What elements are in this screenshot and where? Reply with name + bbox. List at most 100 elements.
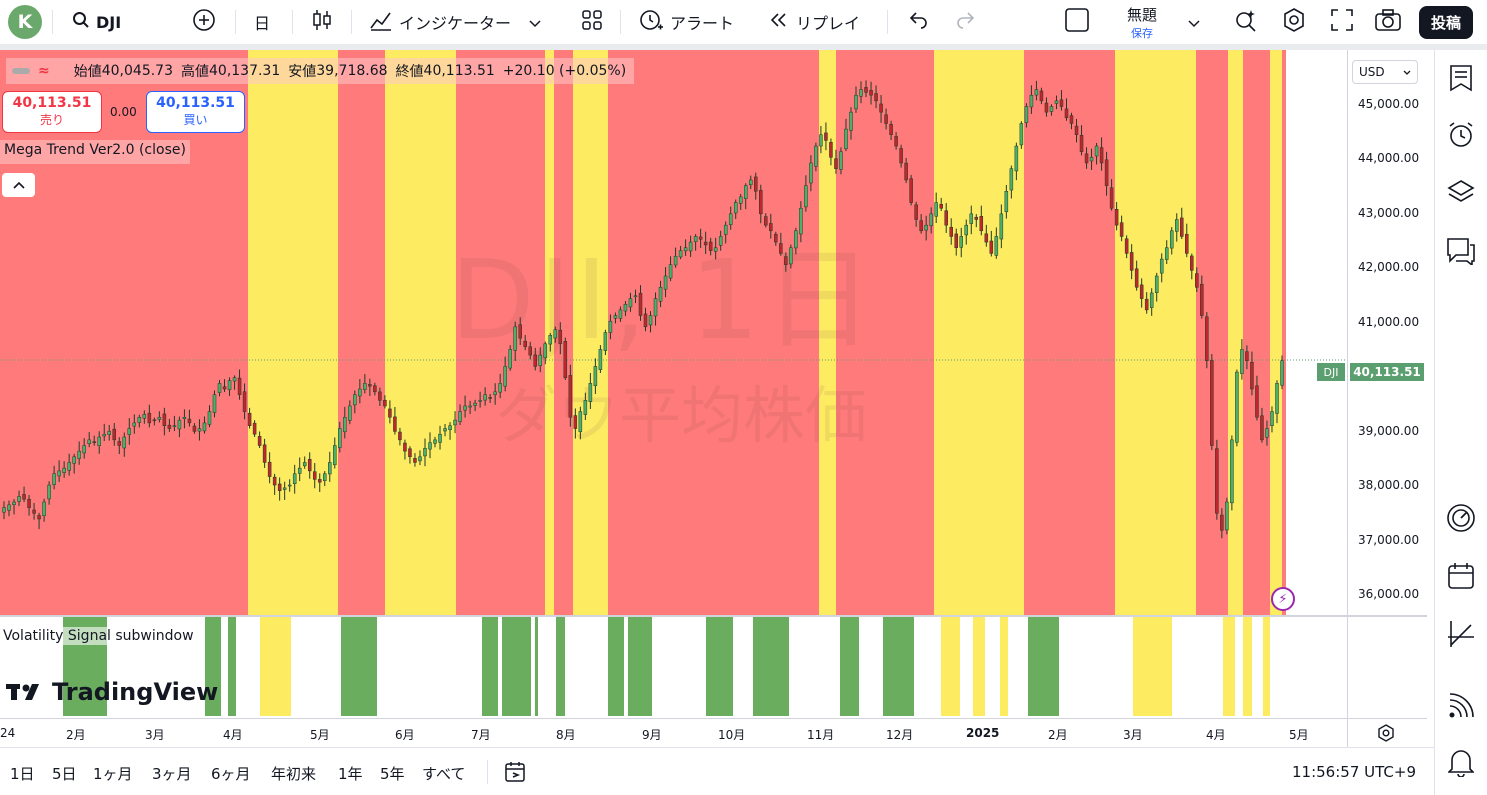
- collapse-legend-button[interactable]: [2, 173, 35, 197]
- candle: [914, 201, 918, 227]
- range-5d[interactable]: 5日: [52, 765, 77, 783]
- templates-button[interactable]: [581, 0, 603, 44]
- candle: [297, 457, 302, 482]
- layout-menu-button[interactable]: [1188, 0, 1200, 44]
- interval-button[interactable]: 日: [254, 0, 270, 44]
- candle: [428, 432, 432, 459]
- candle: [52, 465, 56, 490]
- indicators-button[interactable]: インジケーター: [369, 0, 541, 44]
- currency-select[interactable]: USD: [1352, 60, 1418, 84]
- range-1m[interactable]: 1ヶ月: [93, 765, 133, 783]
- neutral-zone-band: [819, 50, 836, 615]
- candle: [568, 364, 573, 427]
- watermark-name: ダウ平均株価: [495, 379, 868, 452]
- candle: [1119, 215, 1124, 242]
- tradingview-wordmark: TradingView: [52, 678, 219, 706]
- strategy-button[interactable]: [1445, 620, 1477, 652]
- candle: [558, 322, 563, 355]
- signal-green-bar: [883, 617, 914, 716]
- last-price-tag: 40,113.51: [1350, 363, 1424, 381]
- indicator-name[interactable]: Mega Trend Ver2.0 (close): [0, 140, 190, 164]
- time-axis[interactable]: 24 2月 3月 4月 5月 6月 7月 8月 9月 10月 11月 12月 2…: [0, 718, 1427, 747]
- candle: [718, 230, 723, 251]
- layout-button[interactable]: [1064, 0, 1090, 44]
- fullscreen-button[interactable]: [1330, 0, 1354, 44]
- alert-button[interactable]: アラート: [638, 0, 734, 44]
- main-pane[interactable]: DJI, 1日 ダウ平均株価 ⚡ ≈ 始値 40,045.73 高値 40,137.…: [0, 50, 1347, 615]
- candle: [814, 142, 818, 172]
- watchlist-button[interactable]: [1445, 64, 1477, 96]
- symbol-search[interactable]: DJI: [72, 0, 121, 44]
- candle: [743, 183, 748, 210]
- range-1y[interactable]: 1年: [338, 765, 363, 783]
- candle: [488, 393, 492, 403]
- pane-divider[interactable]: [0, 615, 1427, 617]
- candle: [1074, 118, 1079, 143]
- candle: [859, 81, 863, 104]
- range-all[interactable]: すべて: [422, 765, 466, 783]
- candle: [518, 317, 522, 345]
- subwindow-name[interactable]: Volatility Signal subwindow: [0, 627, 197, 645]
- chart-type-button[interactable]: [311, 0, 333, 44]
- time-tick: 6月: [395, 728, 415, 742]
- ideas-stream-button[interactable]: [1445, 692, 1477, 724]
- quick-search-button[interactable]: [1233, 0, 1259, 44]
- goto-date-button[interactable]: [504, 760, 528, 788]
- candle: [82, 438, 86, 459]
- candle: [904, 157, 908, 184]
- signal-green-bar: [840, 617, 859, 716]
- redo-icon: [955, 11, 977, 33]
- save-layout-button[interactable]: 無題 保存: [1112, 0, 1172, 44]
- candle: [1124, 235, 1129, 259]
- calendar-button[interactable]: [1445, 562, 1477, 594]
- range-1d[interactable]: 1日: [10, 765, 35, 783]
- indicators-label: インジケーター: [399, 14, 512, 33]
- candle: [1139, 278, 1144, 308]
- candle: [403, 439, 407, 460]
- candle: [478, 391, 482, 408]
- candle: [67, 453, 71, 476]
- sell-button[interactable]: 40,113.51 売り: [2, 91, 102, 133]
- axis-settings-button[interactable]: [1377, 724, 1395, 746]
- alerts-button[interactable]: [1445, 121, 1477, 153]
- candle: [413, 453, 417, 467]
- settings-button[interactable]: [1281, 0, 1307, 44]
- object-tree-button[interactable]: [1445, 178, 1477, 210]
- range-6m[interactable]: 6ヶ月: [211, 765, 251, 783]
- range-5y[interactable]: 5年: [380, 765, 405, 783]
- legend-hide-icon[interactable]: [12, 68, 30, 74]
- avatar[interactable]: K: [8, 5, 42, 39]
- candle: [854, 86, 858, 113]
- chats-button[interactable]: [1445, 237, 1477, 269]
- user-avatar[interactable]: K: [8, 0, 42, 44]
- price-scale[interactable]: USD 45,000.00 44,000.00 43,000.00 42,000…: [1347, 50, 1427, 718]
- candle: [573, 408, 578, 439]
- time-tick: 24: [0, 726, 16, 740]
- undo-button[interactable]: [907, 0, 929, 44]
- wave-icon[interactable]: ≈: [38, 63, 50, 79]
- compare-button[interactable]: [192, 0, 216, 44]
- snapshot-button[interactable]: [1374, 0, 1402, 44]
- spread-value: 0.00: [110, 105, 137, 119]
- subwindow-pane[interactable]: Volatility Signal subwindow TradingView: [0, 617, 1347, 716]
- candle: [1200, 275, 1204, 319]
- notifications-button[interactable]: [1445, 748, 1477, 780]
- sell-label: 売り: [39, 113, 64, 127]
- flash-icon[interactable]: ⚡: [1271, 587, 1295, 611]
- candle: [784, 252, 788, 272]
- redo-button[interactable]: [955, 0, 977, 44]
- price-tick: 37,000.00: [1358, 533, 1420, 547]
- replay-button[interactable]: リプレイ: [768, 0, 860, 44]
- technicals-button[interactable]: [1445, 504, 1477, 536]
- candle: [583, 392, 588, 420]
- clock[interactable]: 11:56:57 UTC+9: [1292, 763, 1416, 781]
- range-ytd[interactable]: 年初来: [271, 765, 317, 783]
- candle: [864, 80, 868, 98]
- post-button[interactable]: 投稿: [1419, 0, 1474, 44]
- candle: [312, 463, 317, 489]
- tradingview-logo[interactable]: TradingView: [6, 678, 218, 706]
- buy-button[interactable]: 40,113.51 買い: [146, 91, 245, 133]
- candle: [1169, 227, 1174, 255]
- range-3m[interactable]: 3ヶ月: [152, 765, 192, 783]
- candle: [523, 335, 527, 351]
